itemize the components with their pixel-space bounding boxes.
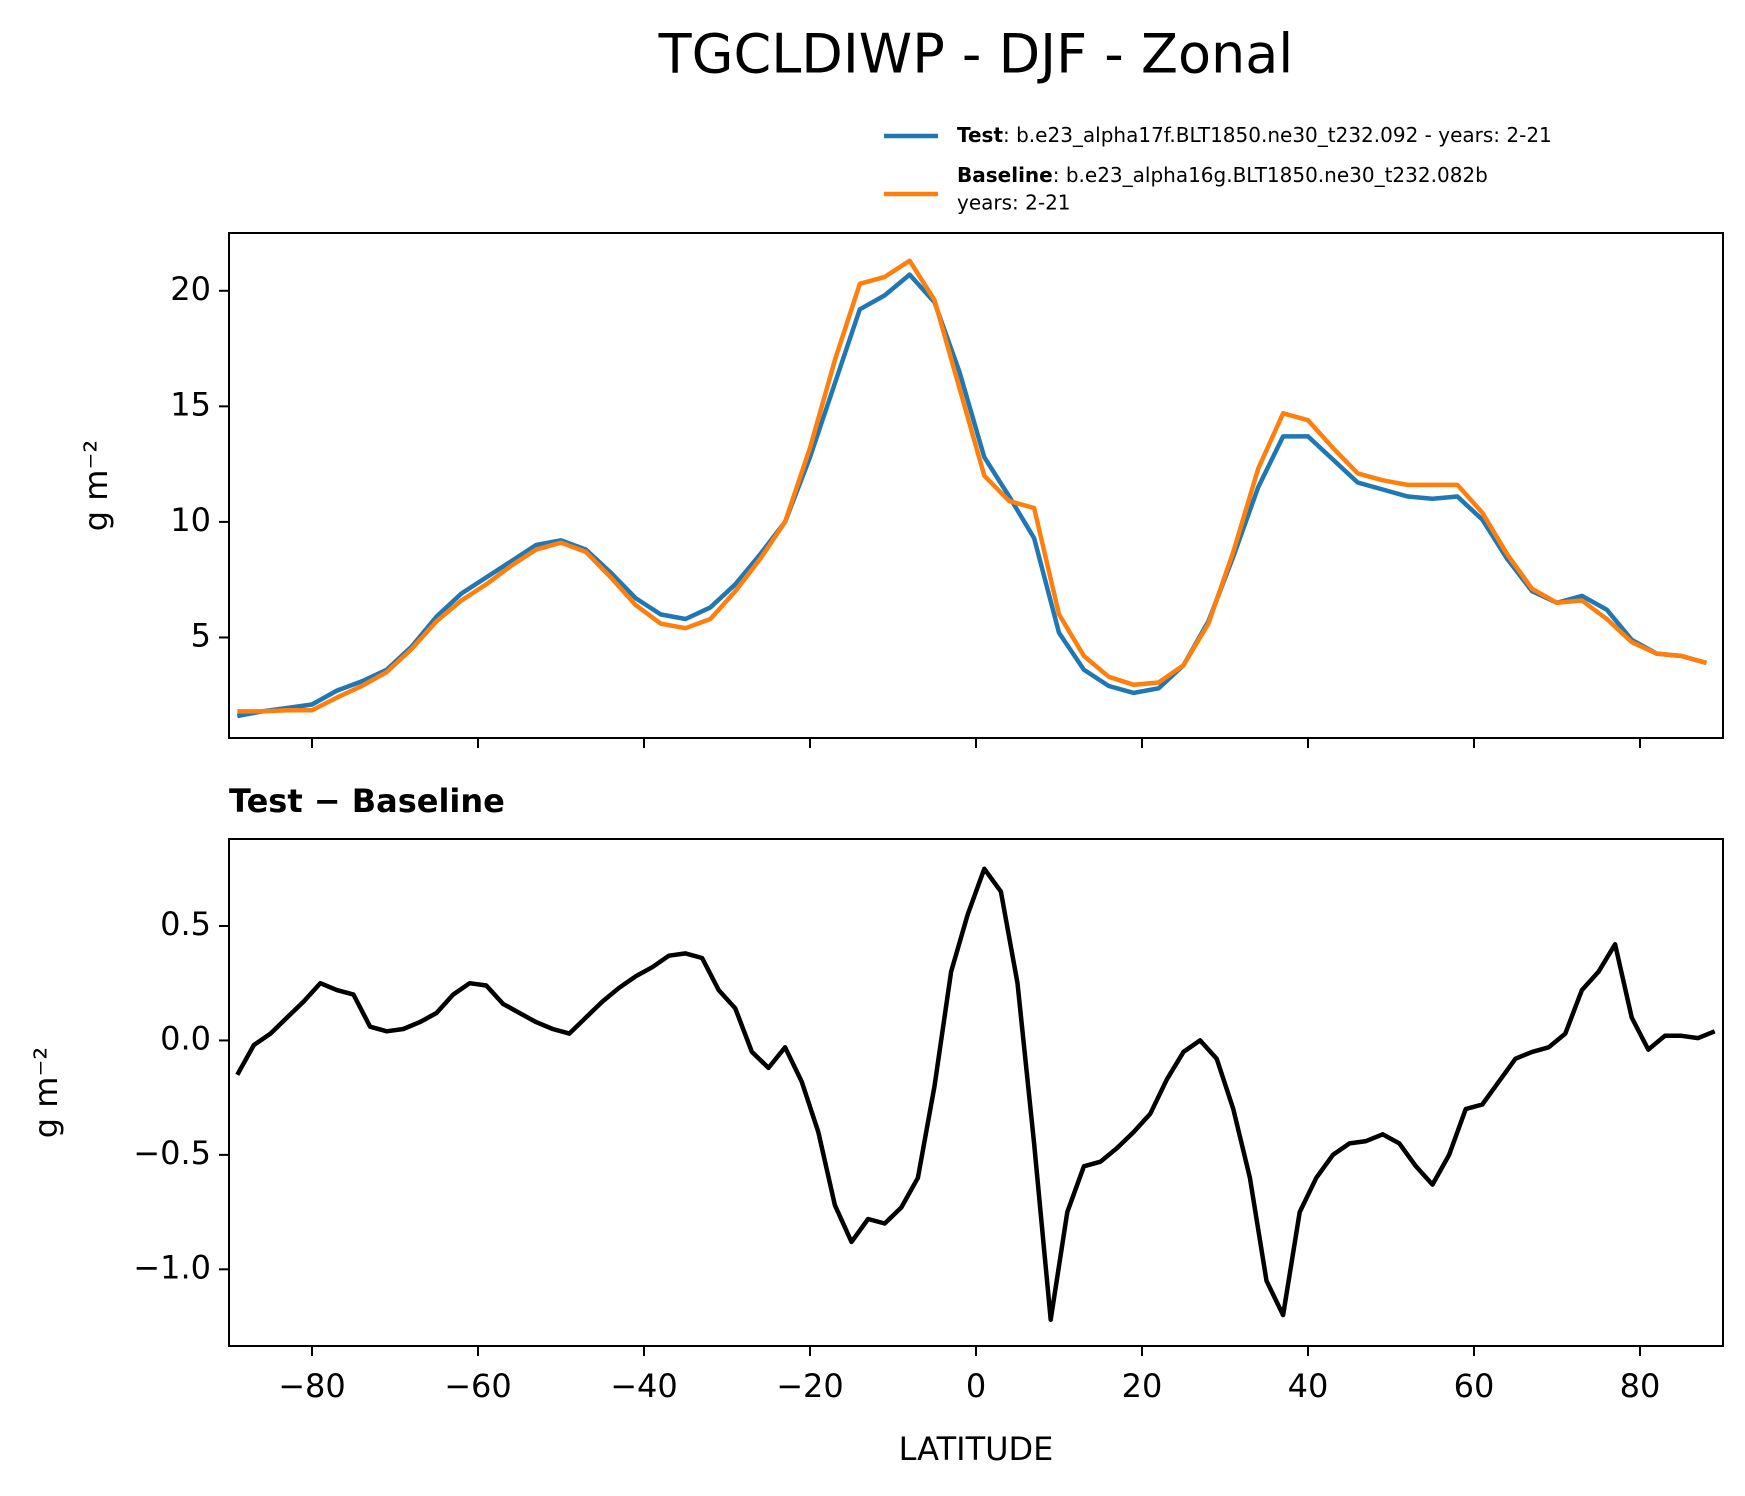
panel-title: Test − Baseline bbox=[229, 782, 505, 820]
x-tick-label: 60 bbox=[1454, 1367, 1495, 1405]
y-axis-label: g m⁻² bbox=[27, 1047, 65, 1138]
series-line bbox=[235, 866, 1716, 1322]
y-tick-label: 5 bbox=[191, 616, 211, 654]
y-tick-label: 20 bbox=[170, 270, 211, 308]
x-tick-label: 40 bbox=[1288, 1367, 1329, 1405]
y-tick-label: 0.0 bbox=[160, 1019, 211, 1057]
x-tick-label: −20 bbox=[776, 1367, 844, 1405]
legend-label: Baseline: b.e23_alpha16g.BLT1850.ne30_t2… bbox=[957, 163, 1488, 187]
legend-label: Test: b.e23_alpha17f.BLT1850.ne30_t232.0… bbox=[957, 123, 1552, 147]
y-tick-label: −1.0 bbox=[133, 1248, 211, 1286]
x-tick-label: −80 bbox=[278, 1367, 346, 1405]
x-tick-label: −60 bbox=[444, 1367, 512, 1405]
chart-title: TGCLDIWP - DJF - Zonal bbox=[658, 23, 1294, 86]
x-tick-label: 0 bbox=[966, 1367, 986, 1405]
x-tick-label: −40 bbox=[610, 1367, 678, 1405]
legend-detail: years: 2-21 bbox=[957, 191, 1071, 215]
x-axis-label: LATITUDE bbox=[899, 1430, 1054, 1468]
series-line bbox=[236, 272, 1708, 719]
legend-name: Baseline bbox=[957, 163, 1053, 187]
legend-detail: : b.e23_alpha16g.BLT1850.ne30_t232.082b bbox=[1053, 163, 1488, 187]
x-tick-label: 20 bbox=[1122, 1367, 1163, 1405]
legend-detail: : b.e23_alpha17f.BLT1850.ne30_t232.092 -… bbox=[1003, 123, 1552, 147]
y-tick-label: 0.5 bbox=[160, 905, 211, 943]
y-tick-label: 10 bbox=[170, 501, 211, 539]
y-tick-label: 15 bbox=[170, 385, 211, 423]
y-axis-label: g m⁻² bbox=[77, 440, 115, 531]
legend-name: Test bbox=[957, 123, 1003, 147]
series-line bbox=[237, 258, 1708, 714]
x-tick-label: 80 bbox=[1620, 1367, 1661, 1405]
y-tick-label: −0.5 bbox=[133, 1134, 211, 1172]
